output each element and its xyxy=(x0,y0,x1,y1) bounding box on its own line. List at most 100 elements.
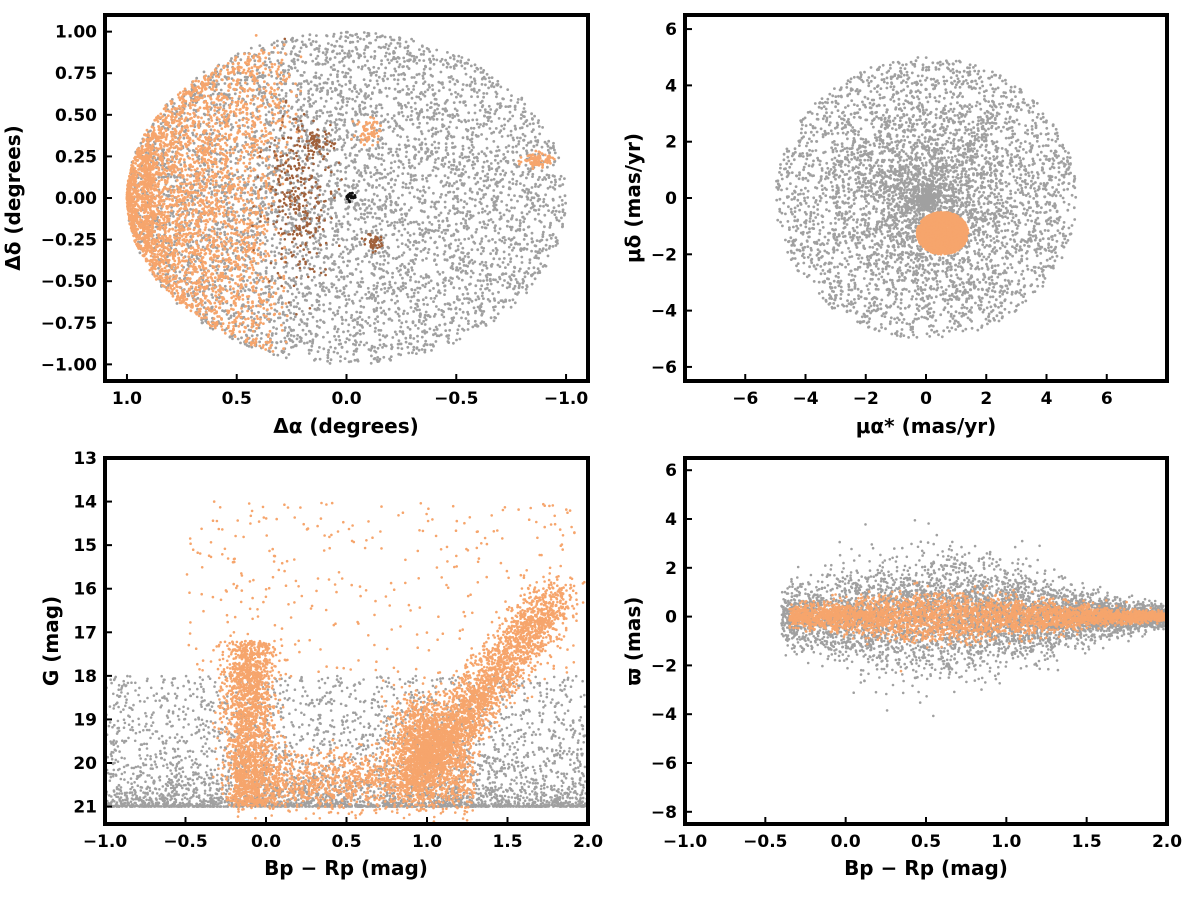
sky-field-point xyxy=(363,209,367,212)
sky-field-point xyxy=(473,111,477,115)
sky-field-point xyxy=(514,127,517,131)
sky-field-point xyxy=(392,211,395,214)
sky-field-point xyxy=(465,297,469,300)
sky-field-point xyxy=(182,265,186,269)
sky-field-point xyxy=(518,267,522,271)
sky-field-point xyxy=(345,165,348,169)
sky-field-point xyxy=(434,174,438,178)
sky-field-point xyxy=(344,35,348,38)
sky-field-point xyxy=(335,229,338,233)
sky-field-point xyxy=(273,254,277,258)
sky-field-point xyxy=(324,166,328,169)
sky-field-point xyxy=(481,169,485,173)
sky-field-point xyxy=(316,164,320,168)
sky-field-point xyxy=(445,127,448,131)
sky-field-point xyxy=(371,110,374,113)
sky-field-point xyxy=(483,209,487,213)
sky-field-point xyxy=(466,129,469,133)
sky-field-point xyxy=(371,215,375,219)
sky-field-point xyxy=(359,172,363,176)
sky-field-point xyxy=(403,46,407,50)
sky-field-point xyxy=(469,126,473,130)
sky-field-point xyxy=(451,197,455,201)
sky-field-point xyxy=(231,203,235,207)
sky-field-point xyxy=(456,80,460,83)
sky-field-point xyxy=(292,250,296,254)
sky-field-point xyxy=(544,264,548,268)
sky-field-point xyxy=(385,270,389,273)
sky-field-point xyxy=(433,109,437,112)
sky-field-point xyxy=(442,252,446,256)
sky-field-point xyxy=(381,301,384,304)
sky-field-point xyxy=(535,143,539,147)
sky-field-point xyxy=(347,323,351,327)
sky-field-point xyxy=(290,228,294,232)
sky-field-point xyxy=(359,216,363,219)
sky-field-point xyxy=(312,264,316,268)
sky-field-point xyxy=(334,286,338,290)
sky-field-point xyxy=(528,210,531,214)
sky-field-point xyxy=(384,54,387,58)
sky-field-point xyxy=(318,251,321,255)
sky-field-point xyxy=(462,206,466,209)
sky-field-point xyxy=(373,330,377,333)
sky-field-point xyxy=(386,47,390,51)
sky-field-point xyxy=(363,169,367,173)
sky-field-point xyxy=(553,178,557,182)
sky-field-point xyxy=(285,305,289,309)
sky-field-point xyxy=(496,79,500,83)
sky-field-point xyxy=(405,84,409,88)
sky-field-point xyxy=(419,97,422,101)
sky-field-point xyxy=(427,313,430,317)
sky-field-point xyxy=(401,276,404,280)
sky-field-point xyxy=(500,273,504,276)
sky-field-point xyxy=(467,261,471,265)
sky-field-point xyxy=(330,128,334,132)
sky-field-point xyxy=(290,107,293,110)
sky-field-point xyxy=(347,164,351,168)
sky-field-point xyxy=(479,177,482,180)
sky-field-point xyxy=(406,268,410,272)
sky-field-point xyxy=(451,77,455,81)
sky-field-point xyxy=(412,84,416,88)
sky-field-point xyxy=(509,243,513,247)
sky-field-point xyxy=(374,38,378,42)
sky-field-point xyxy=(400,253,404,257)
sky-field-point xyxy=(546,254,550,258)
sky-field-point xyxy=(333,313,337,317)
sky-field-point xyxy=(232,290,236,294)
sky-field-point xyxy=(332,173,336,176)
sky-field-point xyxy=(415,111,419,115)
sky-field-point xyxy=(483,152,486,156)
sky-field-point xyxy=(292,312,296,315)
sky-field-point xyxy=(465,83,469,87)
sky-field-point xyxy=(353,235,357,239)
sky-field-point xyxy=(398,36,402,40)
sky-field-point xyxy=(316,229,319,233)
sky-field-point xyxy=(478,308,482,312)
sky-field-point xyxy=(344,39,348,43)
sky-field-point xyxy=(477,152,481,156)
sky-field-point xyxy=(484,110,488,114)
sky-field-point xyxy=(333,121,337,124)
sky-field-point xyxy=(260,196,264,200)
sky-field-point xyxy=(270,275,274,278)
sky-field-point xyxy=(353,158,357,161)
sky-field-point xyxy=(426,215,430,219)
sky-field-point xyxy=(355,171,359,175)
sky-field-point xyxy=(409,114,413,117)
sky-field-point xyxy=(456,328,460,332)
sky-field-point xyxy=(318,188,322,192)
sky-field-point xyxy=(333,334,336,338)
sky-field-point xyxy=(521,132,525,136)
sky-field-point xyxy=(356,331,359,335)
sky-field-point xyxy=(457,238,461,242)
sky-field-point xyxy=(375,35,379,39)
sky-field-point xyxy=(397,314,401,318)
sky-field-point xyxy=(304,333,308,336)
sky-field-point xyxy=(365,254,369,258)
sky-field-point xyxy=(413,166,417,170)
sky-field-point xyxy=(281,40,284,44)
sky-field-point xyxy=(307,348,311,352)
sky-field-point xyxy=(471,160,475,164)
